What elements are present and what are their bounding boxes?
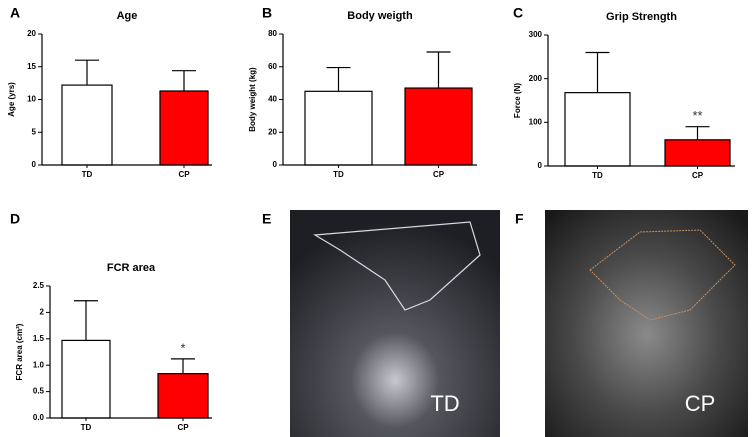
y-tick-label: 10 [27,95,36,104]
y-tick-label: 60 [268,62,277,71]
y-tick-label: 0 [273,160,278,169]
panel-label: F [515,211,524,227]
chart-title: Age [117,10,138,22]
y-tick-label: 200 [529,74,543,83]
y-tick-label: 20 [27,29,36,38]
y-tick-label: 1.5 [33,334,45,343]
image-label: TD [430,391,459,416]
y-tick-label: 100 [529,117,543,126]
bar [664,139,731,167]
bar [61,339,111,419]
x-tick-label: TD [592,171,603,180]
outline [313,221,481,311]
y-tick-label: 40 [268,95,277,104]
panel-label: D [10,211,20,227]
y-axis-label: Age (yrs) [7,82,16,117]
x-tick-label: TD [82,170,93,179]
y-axis-label: Body weight (kg) [248,67,257,132]
panel-label: A [10,5,20,21]
bar [61,84,113,166]
x-tick-label: CP [692,171,704,180]
outline [589,229,736,321]
image [290,210,500,437]
chart-title: FCR area [107,262,156,274]
ultrasound-f [545,210,748,437]
y-tick-label: 2 [40,308,45,317]
y-tick-label: 20 [268,127,277,136]
chart-title: Grip Strength [606,11,677,23]
y-tick-label: 0.0 [33,413,45,422]
x-tick-label: CP [178,170,190,179]
x-tick-label: CP [433,170,445,179]
x-tick-label: TD [333,170,344,179]
y-tick-label: 2.5 [33,281,45,290]
y-tick-label: 0.5 [33,387,45,396]
panel-label: E [262,211,271,227]
bar [157,373,209,419]
y-tick-label: 1.0 [33,360,45,369]
y-axis-label: Force (N) [513,83,522,118]
y-tick-label: 0 [32,160,37,169]
y-tick-label: 15 [27,62,36,71]
image [545,210,748,437]
annotation: ** [692,108,702,123]
panel-label: B [262,5,272,21]
y-axis-label: FCR area (cm²) [15,323,24,380]
y-tick-label: 80 [268,29,277,38]
y-tick-label: 300 [529,30,543,39]
bar [304,90,373,166]
annotation: * [180,340,185,355]
image-label: CP [685,391,716,416]
panel-label: C [513,5,523,21]
chart-title: Body weigth [347,10,413,22]
bar [564,92,631,167]
y-tick-label: 5 [32,127,37,136]
bar [404,87,473,166]
y-tick-label: 0 [538,161,543,170]
bar [159,90,209,166]
x-tick-label: CP [177,423,189,432]
ultrasound-e [290,210,500,437]
x-tick-label: TD [81,423,92,432]
